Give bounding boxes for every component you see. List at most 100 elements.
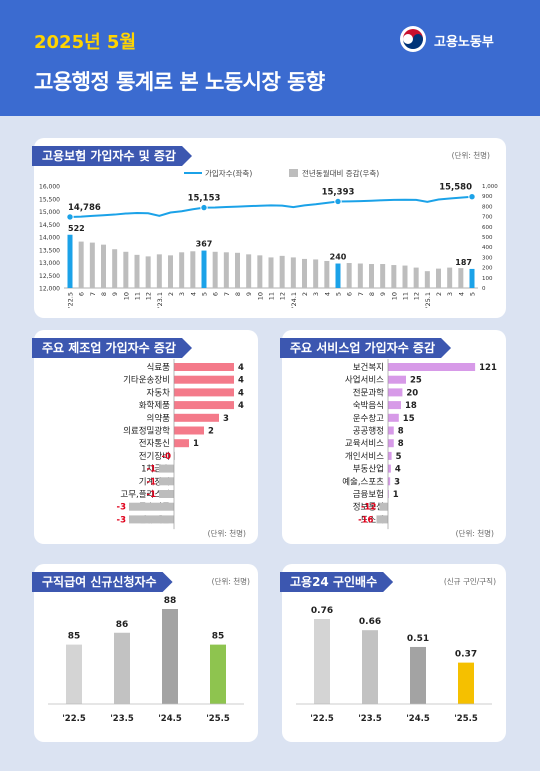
insurance-bar [246,254,252,288]
category-label: 사업서비스 [345,376,384,386]
x-tick-label: 12 [279,292,287,300]
y-right-tick: 500 [482,235,493,241]
category-label: 금융보험 [353,490,384,500]
insurance-bar [223,252,229,288]
insurance-bar [335,263,341,288]
x-tick-label: 11 [402,292,410,300]
legend-line-label: 가입자수(좌축) [205,169,252,178]
bar [362,630,378,704]
category-label: 도소매 [361,515,384,525]
bar-value-label: 522 [68,224,85,233]
x-tick-label: '25.5 [454,714,478,724]
x-tick-label: 3 [178,292,186,296]
bar [174,451,175,460]
x-tick-label: 2 [301,292,309,296]
insurance-line-marker [200,203,208,212]
line-value-label: 15,580 [439,183,472,193]
manufacturing-card: 주요 제조업 가입자수 증감 (단위: 천명) 식료품 4 기타운송장비 4 자동차 4 화… [34,330,258,544]
bar [159,464,174,473]
x-tick-label: 6 [346,292,354,296]
work24-chart: 0.76 '22.5 0.66 '23.5 0.51 '24.5 0.37 '25.5 [296,606,492,724]
bar-value-label: 88 [164,596,177,606]
bar-value-label: 4 [238,376,244,386]
bar-value-label: 240 [330,253,347,262]
insurance-bar [346,263,352,288]
bar-value-label: -16 [358,515,373,525]
insurance-bar [391,265,397,288]
insurance-bar [424,271,430,288]
x-tick-label: 5 [201,292,209,296]
work24-title: 고용24 구인배수 [280,572,393,592]
insurance-bar [313,259,319,288]
bar [114,632,130,704]
bar-value-label: -1 [147,477,157,487]
insurance-bar [380,264,386,288]
legend-bar-swatch [289,169,298,177]
bar [388,413,399,422]
insurance-chart: 가입자수(좌축) 전년동월대비 증감(우축) 16,000 15,500 15,000 1… [39,168,498,308]
y-left-tick: 13,500 [39,247,60,254]
bar-value-label: 1 [193,439,199,449]
jobseek-card: 구직급여 신규신청자수 (단위: 천명) 85 '22.5 86 '23.5 88 '24… [34,564,258,742]
bar [159,477,174,486]
insurance-bar [145,256,151,288]
y-right-tick: 300 [482,255,493,261]
bar [388,375,406,384]
bar-value-label: 4 [238,401,244,411]
insurance-bar [179,252,185,288]
x-tick-label: 9 [379,292,387,296]
category-label: 기계장비 [139,476,170,487]
jobseek-unit: (단위: 천명) [211,577,250,586]
insurance-line-marker [66,213,74,221]
x-tick-label: '23.1 [156,292,164,308]
x-tick-label: 10 [122,292,130,300]
bar-value-label: 121 [479,363,497,373]
bar-value-label: -12 [361,503,376,513]
bar-value-label: 85 [212,632,225,642]
category-label: 식료품 [147,363,171,373]
bar-value-label: 2 [208,427,214,437]
bar [129,515,174,524]
y-right-tick: 700 [482,215,493,221]
x-tick-label: 4 [189,292,197,296]
insurance-bar [268,257,274,288]
y-right-tick: 600 [482,225,493,231]
report-date: 2025년 5월 [34,32,137,53]
bar [314,619,330,704]
bar-value-label: 0.51 [407,634,429,644]
bar-value-label: 86 [116,620,129,630]
bar-value-label: 367 [196,240,213,249]
bar [174,426,204,435]
x-tick-label: 4 [457,292,465,296]
category-label: 정보통신 [353,502,384,513]
bar-value-label: 4 [238,363,244,373]
bar [162,609,178,704]
bar [159,490,174,498]
x-tick-label: 12 [145,292,153,300]
bar-value-label: 18 [405,401,417,411]
category-label: 의료정밀광학 [123,426,170,437]
y-right-tick: 0 [482,286,486,292]
insurance-bar [369,264,374,288]
x-tick-label: 5 [335,292,343,296]
x-tick-label: 5 [469,292,477,296]
page-title: 고용행정 통계로 본 노동시장 동향 [34,70,325,94]
bar [129,502,174,511]
x-tick-label: '22.5 [62,714,86,724]
bar [174,439,189,448]
x-tick-label: 3 [446,292,454,296]
x-tick-label: 11 [268,292,276,300]
bar-value-label: 15 [403,414,415,424]
bar-value-label: 4 [238,388,244,398]
bar [388,426,394,435]
manufacturing-unit: (단위: 천명) [207,529,246,538]
line-value-label: 15,393 [322,187,355,197]
y-left-tick: 13,000 [39,260,60,267]
jobseek-title: 구직급여 신규신청자수 [32,572,173,592]
x-tick-label: 3 [312,292,320,296]
category-label: 운수창고 [353,414,384,424]
insurance-bar [134,254,140,288]
y-right-tick: 400 [482,245,493,251]
y-left-tick: 12,000 [39,286,60,293]
